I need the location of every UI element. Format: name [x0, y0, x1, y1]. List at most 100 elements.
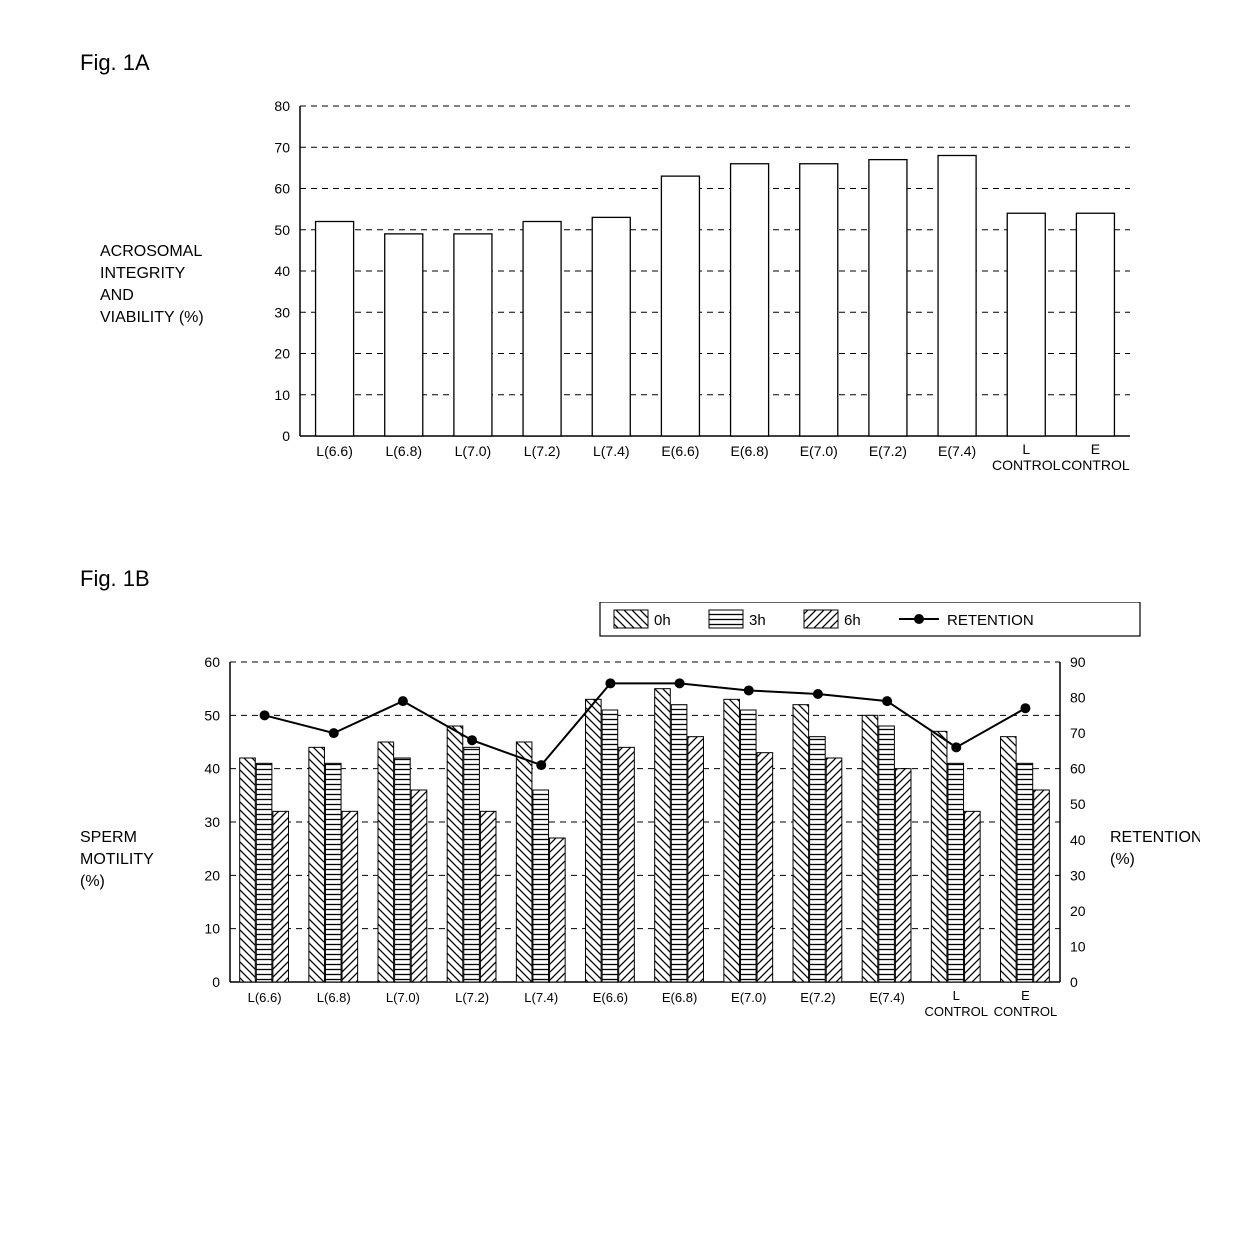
- svg-text:10: 10: [1070, 938, 1086, 954]
- svg-text:40: 40: [204, 761, 220, 777]
- svg-text:ACROSOMAL: ACROSOMAL: [100, 243, 202, 260]
- svg-text:L(7.4): L(7.4): [593, 443, 630, 459]
- svg-text:10: 10: [204, 921, 220, 937]
- bar-0h: [655, 689, 671, 982]
- bar-6h: [895, 769, 911, 982]
- svg-text:L(7.0): L(7.0): [386, 990, 420, 1005]
- bar-6h: [688, 737, 704, 982]
- svg-text:3h: 3h: [749, 612, 766, 629]
- bar-6h: [480, 811, 496, 982]
- retention-marker: [329, 728, 339, 738]
- bar-0h: [1001, 737, 1017, 982]
- retention-marker: [260, 710, 270, 720]
- retention-marker: [744, 685, 754, 695]
- bar-0h: [516, 742, 532, 982]
- svg-text:E(6.6): E(6.6): [661, 443, 699, 459]
- bar-0h: [931, 731, 947, 982]
- svg-text:E(7.0): E(7.0): [731, 990, 766, 1005]
- svg-text:0: 0: [1070, 974, 1078, 990]
- bar: [1076, 213, 1114, 436]
- bar-6h: [757, 753, 773, 982]
- fig-b-label: Fig. 1B: [80, 566, 1200, 592]
- retention-marker: [951, 742, 961, 752]
- bar-0h: [793, 705, 809, 982]
- bar-0h: [586, 699, 602, 982]
- fig-a-label: Fig. 1A: [80, 50, 1200, 76]
- svg-text:L(6.6): L(6.6): [248, 990, 282, 1005]
- svg-text:E(7.2): E(7.2): [800, 990, 835, 1005]
- svg-text:80: 80: [1070, 690, 1086, 706]
- svg-text:SPERM: SPERM: [80, 829, 137, 846]
- svg-text:CONTROL: CONTROL: [1061, 457, 1130, 473]
- bar-3h: [1017, 763, 1033, 982]
- bar-6h: [550, 838, 566, 982]
- bar: [661, 176, 699, 436]
- bar: [869, 160, 907, 436]
- bar-0h: [240, 758, 256, 982]
- svg-text:RETENTION: RETENTION: [1110, 829, 1200, 846]
- svg-text:50: 50: [274, 222, 290, 238]
- bar: [454, 234, 492, 436]
- bar-0h: [309, 747, 325, 982]
- bar-0h: [447, 726, 463, 982]
- bar: [385, 234, 423, 436]
- svg-text:CONTROL: CONTROL: [992, 457, 1061, 473]
- bar-3h: [671, 705, 687, 982]
- retention-marker: [1020, 703, 1030, 713]
- svg-text:10: 10: [274, 387, 290, 403]
- svg-text:E: E: [1091, 441, 1100, 457]
- legend: [600, 602, 1140, 636]
- bar: [1007, 213, 1045, 436]
- svg-text:30: 30: [204, 814, 220, 830]
- bar: [938, 156, 976, 437]
- bar-3h: [810, 737, 826, 982]
- bar-0h: [724, 699, 740, 982]
- retention-marker: [882, 696, 892, 706]
- svg-text:70: 70: [274, 139, 290, 155]
- retention-marker: [467, 735, 477, 745]
- bar-6h: [1034, 790, 1050, 982]
- svg-text:CONTROL: CONTROL: [924, 1004, 988, 1019]
- bar-6h: [826, 758, 842, 982]
- bar: [523, 222, 561, 437]
- svg-text:60: 60: [204, 654, 220, 670]
- retention-marker: [605, 678, 615, 688]
- svg-text:L(6.6): L(6.6): [316, 443, 353, 459]
- svg-text:CONTROL: CONTROL: [994, 1004, 1058, 1019]
- svg-text:L(6.8): L(6.8): [385, 443, 422, 459]
- bar-3h: [533, 790, 549, 982]
- bar-3h: [948, 763, 964, 982]
- svg-text:30: 30: [1070, 867, 1086, 883]
- retention-marker: [813, 689, 823, 699]
- svg-text:E: E: [1021, 988, 1030, 1003]
- bar-6h: [342, 811, 358, 982]
- bar-3h: [602, 710, 618, 982]
- retention-marker: [398, 696, 408, 706]
- svg-text:70: 70: [1070, 725, 1086, 741]
- svg-text:20: 20: [1070, 903, 1086, 919]
- bar-6h: [273, 811, 289, 982]
- bar-3h: [740, 710, 756, 982]
- svg-text:L(7.2): L(7.2): [455, 990, 489, 1005]
- svg-text:E(6.8): E(6.8): [731, 443, 769, 459]
- bar-6h: [411, 790, 427, 982]
- svg-text:INTEGRITY: INTEGRITY: [100, 265, 186, 282]
- svg-text:RETENTION: RETENTION: [947, 612, 1034, 629]
- svg-text:90: 90: [1070, 654, 1086, 670]
- svg-text:L(7.0): L(7.0): [455, 443, 492, 459]
- svg-text:L(6.8): L(6.8): [317, 990, 351, 1005]
- svg-text:AND: AND: [100, 287, 134, 304]
- svg-text:50: 50: [1070, 796, 1086, 812]
- svg-text:40: 40: [1070, 832, 1086, 848]
- svg-text:0h: 0h: [654, 612, 671, 629]
- svg-text:L: L: [953, 988, 960, 1003]
- retention-marker: [675, 678, 685, 688]
- bar: [731, 164, 769, 436]
- chart-a: 01020304050607080ACROSOMALINTEGRITYANDVI…: [40, 86, 1200, 506]
- svg-text:6h: 6h: [844, 612, 861, 629]
- svg-text:L(7.4): L(7.4): [524, 990, 558, 1005]
- svg-text:60: 60: [274, 181, 290, 197]
- svg-text:20: 20: [274, 346, 290, 362]
- bar: [592, 217, 630, 436]
- svg-text:(%): (%): [80, 873, 105, 890]
